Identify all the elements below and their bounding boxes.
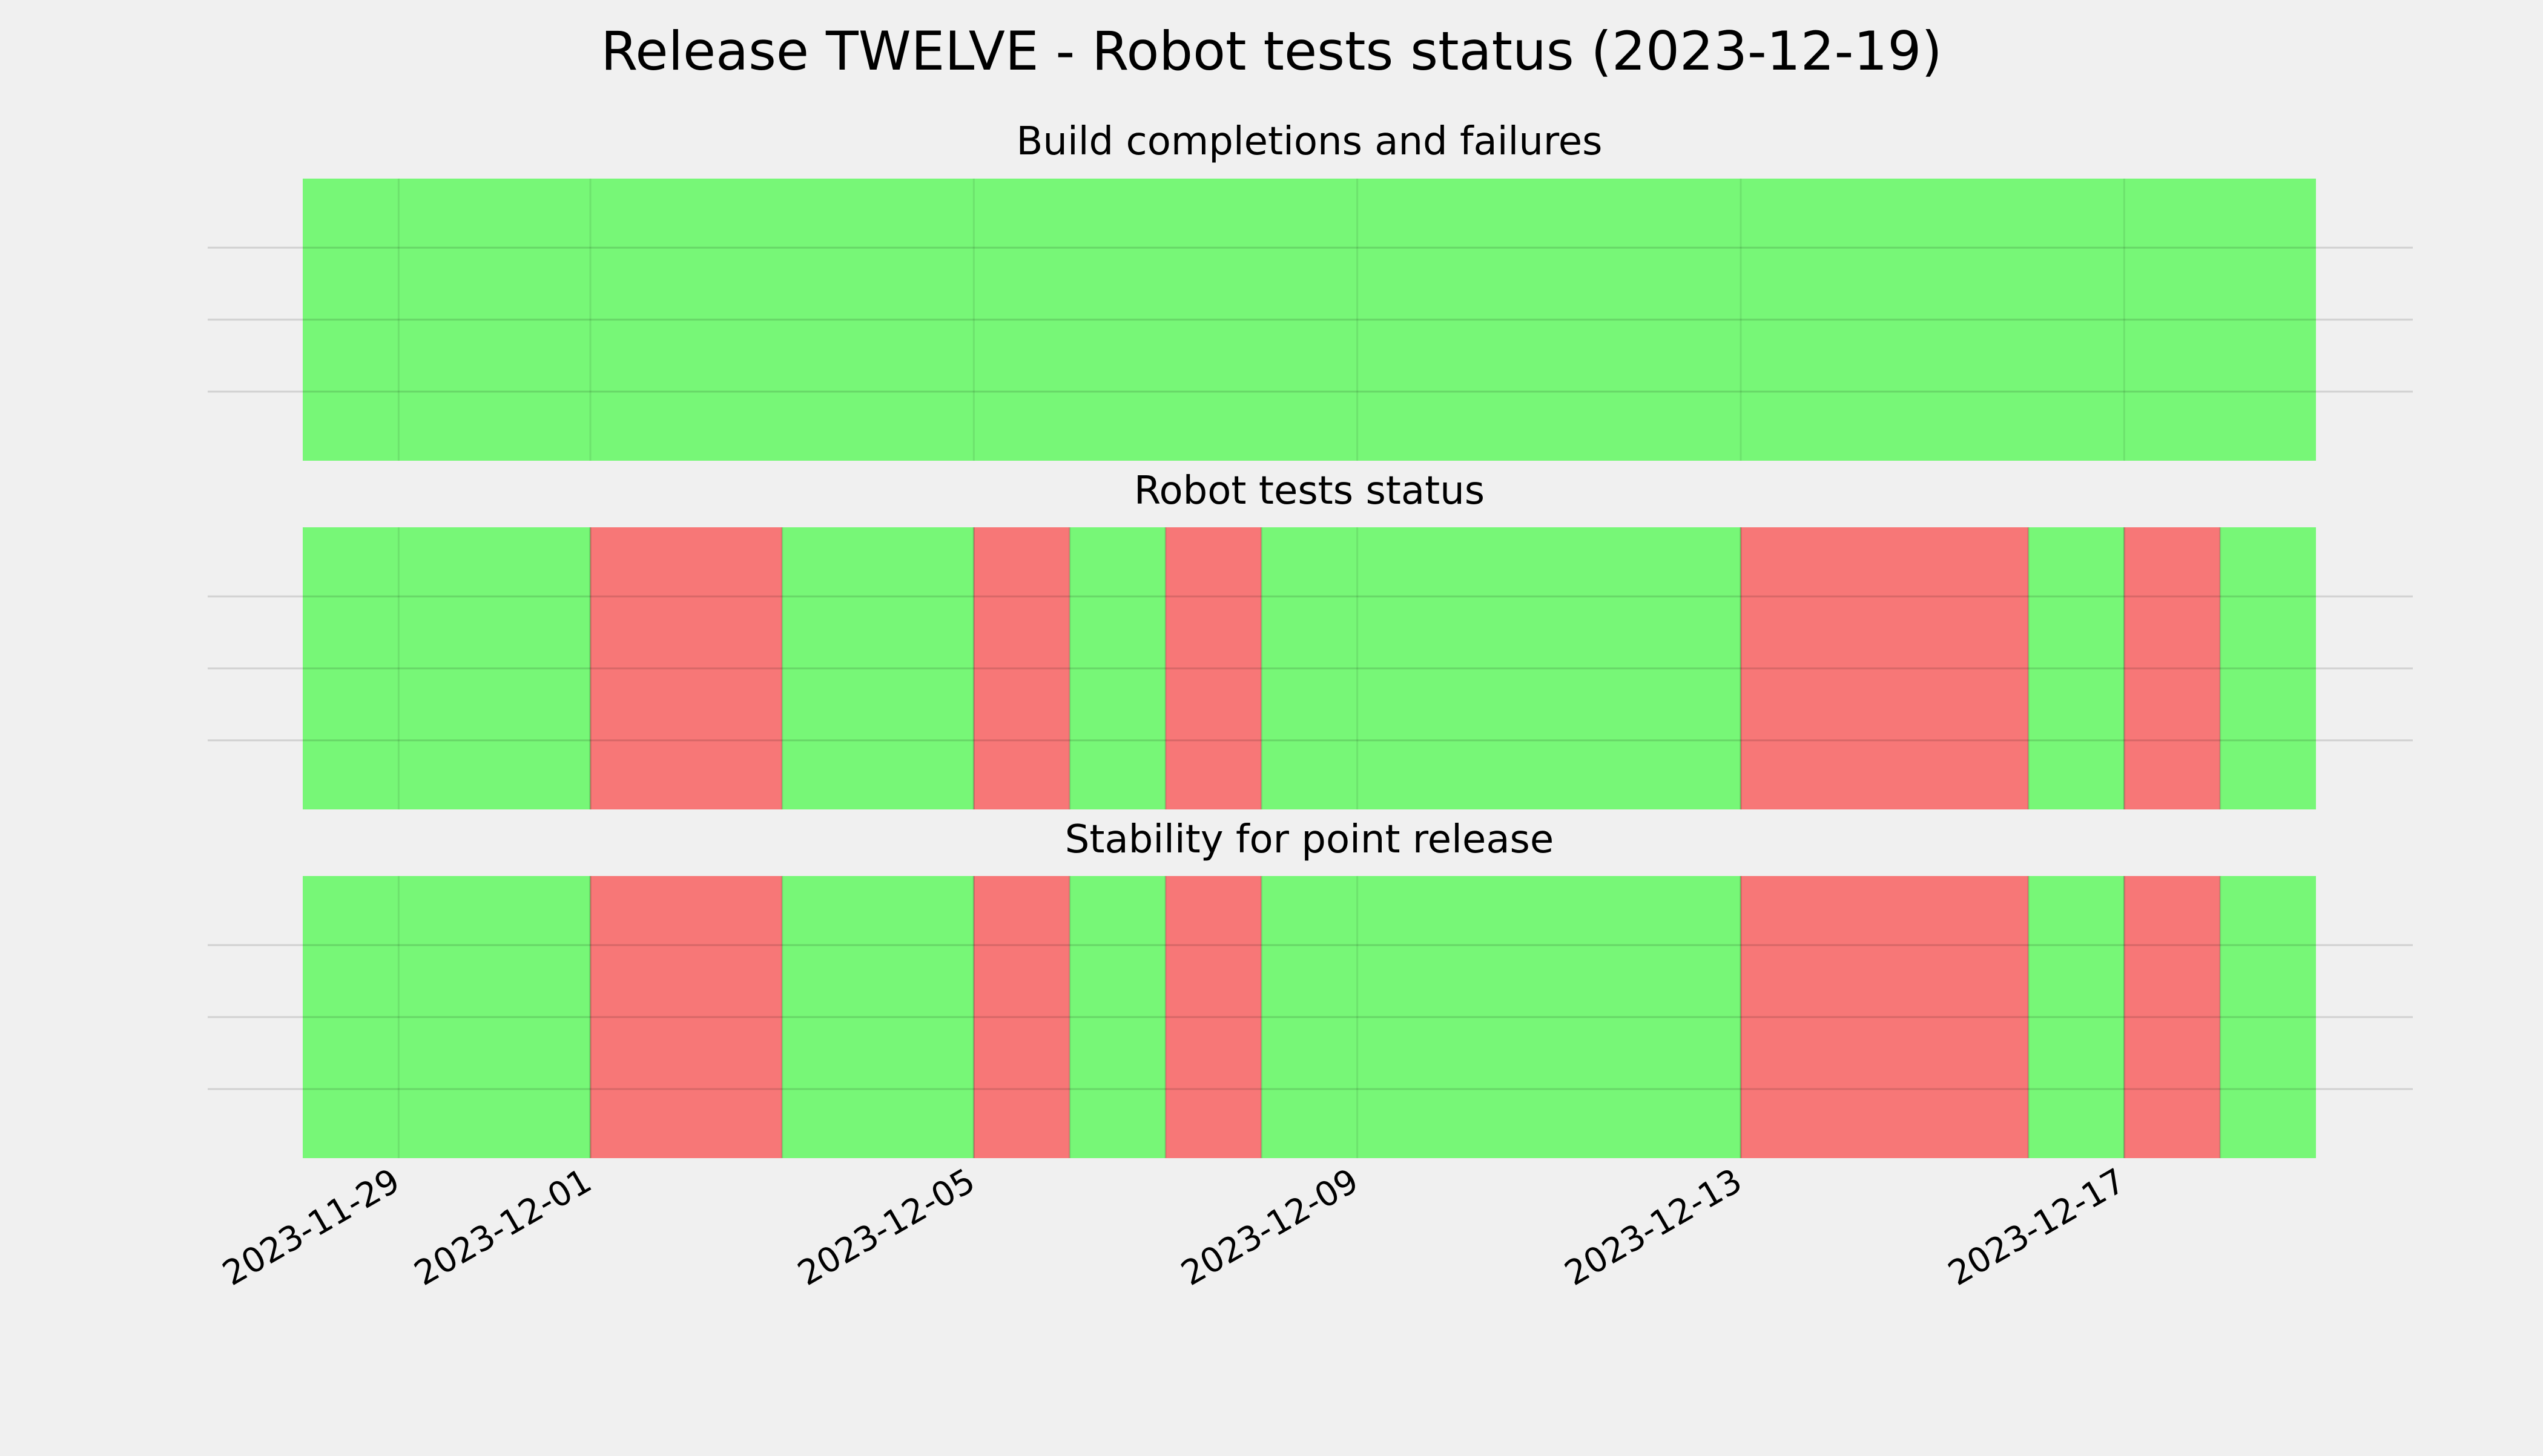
status-segment-pass xyxy=(1069,527,1166,809)
status-segment-fail xyxy=(1166,527,1262,809)
status-segment-pass xyxy=(303,527,590,809)
status-segment-fail xyxy=(2124,876,2220,1158)
panel: Build completions and failures xyxy=(208,119,2413,461)
chart-title: Release TWELVE - Robot tests status (202… xyxy=(601,20,1942,82)
status-segment-pass xyxy=(2028,527,2125,809)
status-segment-fail xyxy=(2124,527,2220,809)
status-segment-pass xyxy=(2028,876,2125,1158)
status-segment-pass xyxy=(2220,876,2316,1158)
panel: Stability for point release xyxy=(208,817,2413,1158)
status-segment-fail xyxy=(1741,876,2028,1158)
status-segment-pass xyxy=(303,179,2316,461)
panel-title: Robot tests status xyxy=(1134,469,1485,513)
panel-title: Stability for point release xyxy=(1065,817,1554,862)
status-segment-pass xyxy=(1261,527,1741,809)
status-segment-fail xyxy=(1741,527,2028,809)
status-segment-fail xyxy=(974,527,1070,809)
status-segment-fail xyxy=(974,876,1070,1158)
status-segment-fail xyxy=(1166,876,1262,1158)
status-segment-pass xyxy=(2220,527,2316,809)
panels: Build completions and failures Robot test… xyxy=(208,119,2413,1158)
status-segment-fail xyxy=(590,527,782,809)
status-segment-pass xyxy=(782,876,974,1158)
status-segment-pass xyxy=(1069,876,1166,1158)
status-segment-pass xyxy=(1261,876,1741,1158)
panel-title: Build completions and failures xyxy=(1017,119,1603,164)
status-segment-fail xyxy=(590,876,782,1158)
panel: Robot tests status xyxy=(208,469,2413,809)
status-segment-pass xyxy=(782,527,974,809)
status-segment-pass xyxy=(303,876,590,1158)
